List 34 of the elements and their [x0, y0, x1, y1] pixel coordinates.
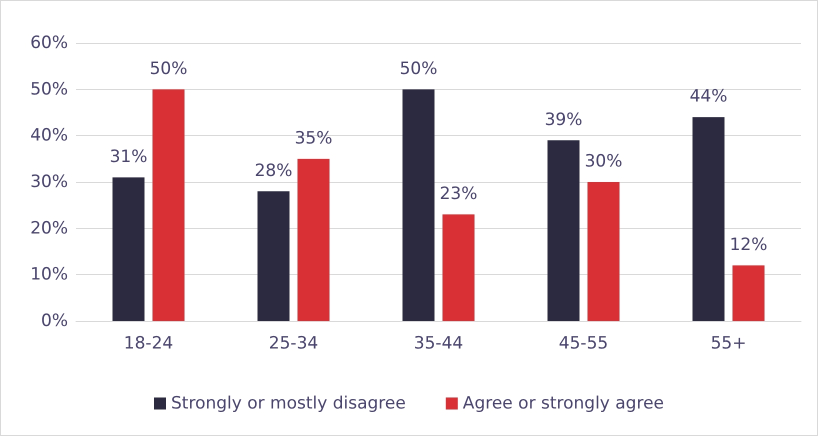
- y-tick-label: 10%: [30, 264, 68, 285]
- text: 35%: [294, 128, 332, 148]
- text: 39%: [544, 110, 582, 130]
- text: 50%: [150, 58, 188, 79]
- x-tick-label: 45-55: [558, 334, 608, 354]
- bar: [112, 177, 144, 321]
- y-tick-label: 50%: [30, 79, 68, 100]
- y-tick-label: 60%: [30, 33, 68, 53]
- bar: [692, 117, 724, 321]
- legend-label: Agree or strongly agree: [462, 394, 664, 414]
- y-tick-label: 40%: [30, 126, 68, 146]
- bar: [402, 89, 434, 321]
- text: 50%: [400, 58, 438, 79]
- legend-label: Strongly or mostly disagree: [171, 394, 406, 414]
- bar: [258, 191, 290, 321]
- text: 44%: [690, 86, 728, 107]
- x-tick-label: 25-34: [268, 334, 318, 354]
- bar: [442, 214, 474, 321]
- text: 28%: [254, 160, 292, 181]
- bar: [588, 182, 620, 321]
- y-tick-label: 0%: [41, 311, 68, 331]
- y-tick-label: 30%: [30, 172, 68, 192]
- bar: [732, 265, 764, 321]
- x-tick-label: 55+: [710, 334, 746, 354]
- bar: [152, 89, 184, 321]
- bar: [548, 140, 580, 321]
- text: 30%: [584, 152, 622, 172]
- x-tick-label: 18-24: [124, 334, 174, 354]
- text: 12%: [730, 234, 768, 255]
- text: 31%: [110, 146, 148, 167]
- bar: [298, 158, 330, 321]
- x-tick-label: 35-44: [414, 334, 464, 354]
- y-tick-label: 20%: [30, 218, 68, 238]
- text: 23%: [440, 184, 478, 204]
